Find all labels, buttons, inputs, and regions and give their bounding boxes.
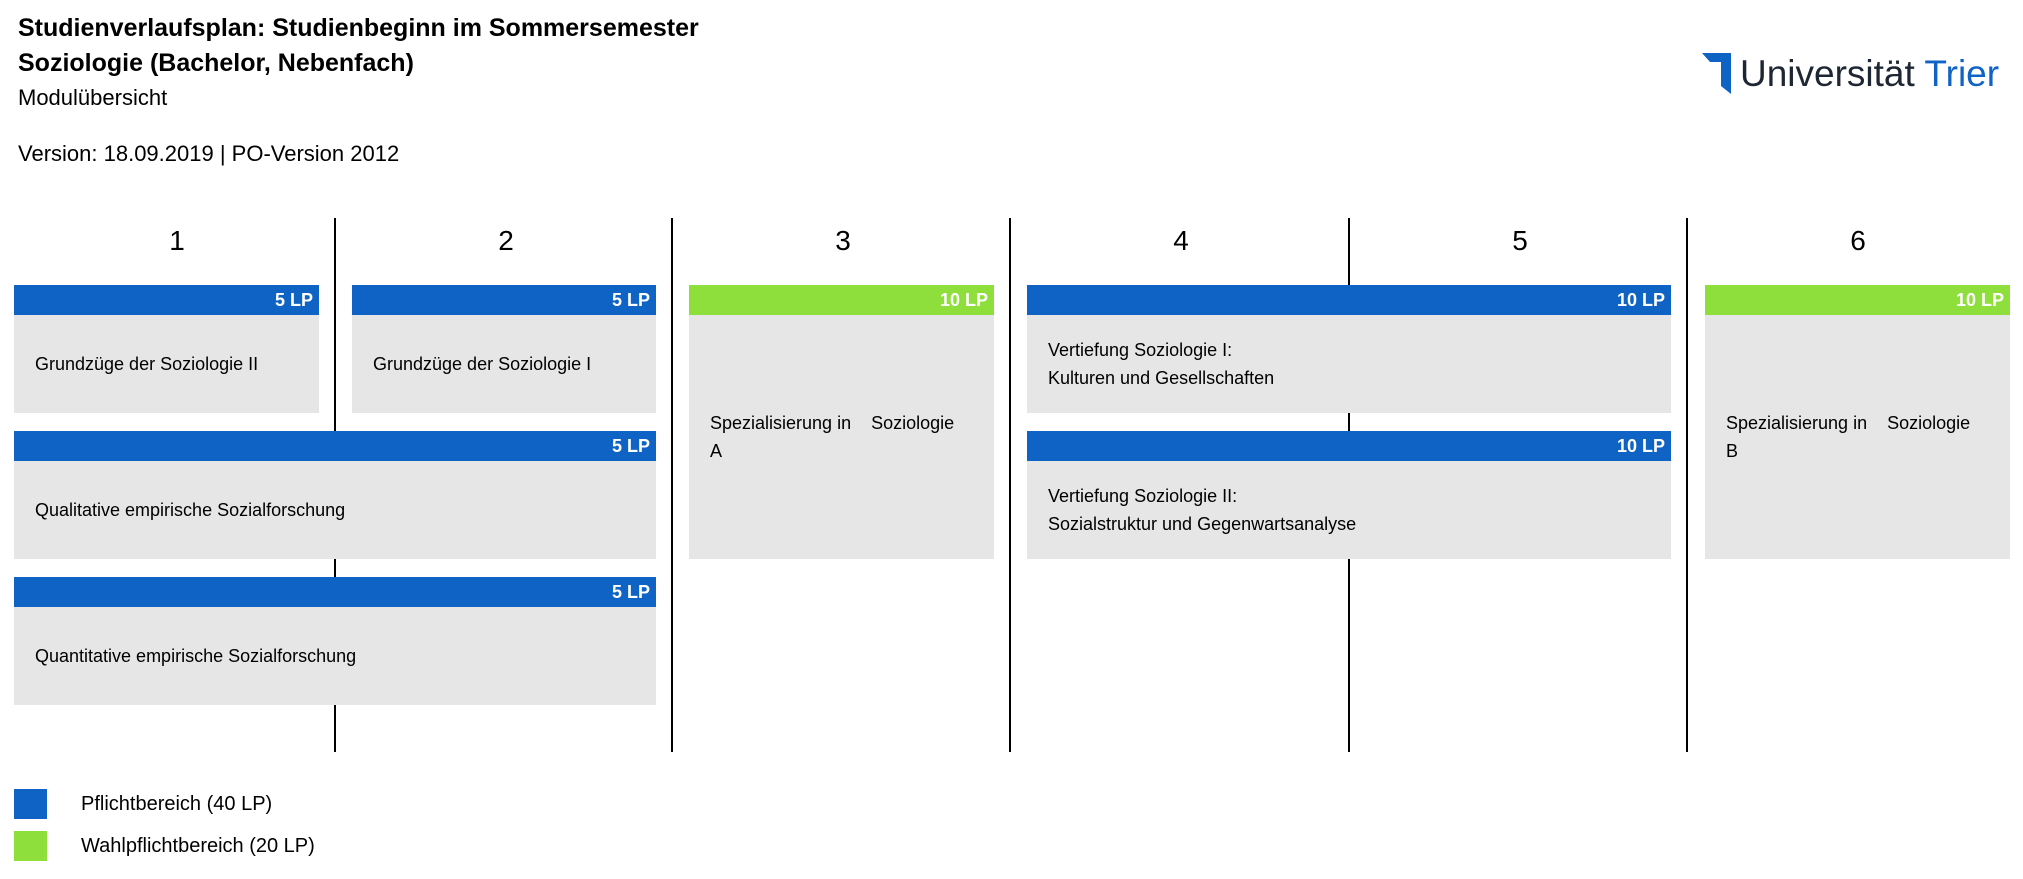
module-header-bar	[1027, 285, 1671, 315]
version-info: Version: 18.09.2019 | PO-Version 2012	[18, 141, 400, 166]
semester-divider	[1009, 218, 1011, 752]
module-header-bar	[1027, 431, 1671, 461]
module-header-bar	[352, 285, 656, 315]
module-quantitative-sozialforschung[interactable]: 5 LP Quantitative empirische Sozialforsc…	[14, 577, 656, 705]
module-title-line: Grundzüge der Soziologie II	[35, 354, 259, 374]
semester-divider	[1686, 218, 1688, 752]
module-title-line: Spezialisierung in Soziologie	[1726, 413, 1971, 433]
module-credits: 5 LP	[274, 290, 313, 310]
module-title: Grundzüge der Soziologie I	[373, 315, 642, 413]
module-credits: 10 LP	[1616, 436, 1665, 456]
module-credits: 5 LP	[611, 290, 650, 310]
module-title: Vertiefung Soziologie I: Kulturen und Ge…	[1048, 315, 1657, 413]
module-title-line: Vertiefung Soziologie I:	[1048, 340, 1233, 360]
module-credits: 10 LP	[1616, 290, 1665, 310]
module-title-line: Spezialisierung in Soziologie	[710, 413, 955, 433]
semester-2-label: 2	[498, 225, 514, 256]
module-title: Vertiefung Soziologie II: Sozialstruktur…	[1048, 461, 1657, 559]
module-grundzuege-soziologie-1[interactable]: 5 LP Grundzüge der Soziologie I	[352, 285, 656, 413]
module-header-bar	[14, 431, 656, 461]
logo-text: Universität Trier	[1740, 52, 1999, 96]
module-header-bar	[14, 577, 656, 607]
module-title-line: Quantitative empirische Sozialforschung	[35, 646, 357, 666]
legend-swatch-blue	[14, 789, 47, 819]
module-spezialisierung-a[interactable]: 10 LP Spezialisierung in Soziologie A	[689, 285, 994, 559]
module-title: Spezialisierung in Soziologie A	[710, 315, 980, 559]
module-title-line: B	[1726, 441, 1739, 461]
module-title-line: Grundzüge der Soziologie I	[373, 354, 592, 374]
legend-label: Wahlpflichtbereich (20 LP)	[81, 834, 315, 857]
module-header-bar	[14, 285, 319, 315]
semester-3-label: 3	[835, 225, 851, 256]
module-title-line: Sozialstruktur und Gegenwartsanalyse	[1048, 514, 1357, 534]
module-credits: 5 LP	[611, 436, 650, 456]
semester-6-label: 6	[1850, 225, 1866, 256]
module-title-line: Vertiefung Soziologie II:	[1048, 486, 1238, 506]
module-title-line: Qualitative empirische Sozialforschung	[35, 500, 346, 520]
module-qualitative-sozialforschung[interactable]: 5 LP Qualitative empirische Sozialforsch…	[14, 431, 656, 559]
logo-mark-icon	[1702, 53, 1731, 94]
module-title-line: A	[710, 441, 723, 461]
module-grundzuege-soziologie-2[interactable]: 5 LP Grundzüge der Soziologie II	[14, 285, 319, 413]
legend-item-wahlpflichtbereich: Wahlpflichtbereich (20 LP)	[14, 831, 315, 861]
module-title: Quantitative empirische Sozialforschung	[35, 607, 642, 705]
plan-title: Studienverlaufsplan: Studienbeginn im So…	[18, 14, 699, 42]
semester-1-label: 1	[169, 225, 185, 256]
university-logo: Universität Trier	[1702, 52, 1999, 96]
semester-4-label: 4	[1173, 225, 1189, 256]
semester-divider	[671, 218, 673, 752]
logo-text-universitaet: Universität	[1740, 53, 1915, 94]
module-title: Qualitative empirische Sozialforschung	[35, 461, 642, 559]
module-header-bar	[689, 285, 994, 315]
module-vertiefung-soziologie-1[interactable]: 10 LP Vertiefung Soziologie I: Kulturen …	[1027, 285, 1671, 413]
module-title-line: Kulturen und Gesellschaften	[1048, 368, 1275, 388]
legend-swatch-green	[14, 831, 47, 861]
module-title: Spezialisierung in Soziologie B	[1726, 315, 1996, 559]
module-header-bar	[1705, 285, 2010, 315]
module-title: Grundzüge der Soziologie II	[35, 315, 305, 413]
legend-label: Pflichtbereich (40 LP)	[81, 792, 273, 815]
semester-5-label: 5	[1512, 225, 1528, 256]
module-credits: 10 LP	[939, 290, 988, 310]
module-credits: 10 LP	[1955, 290, 2004, 310]
subtitle: Modulübersicht	[18, 85, 168, 110]
program-title: Soziologie (Bachelor, Nebenfach)	[18, 49, 414, 77]
module-spezialisierung-b[interactable]: 10 LP Spezialisierung in Soziologie B	[1705, 285, 2010, 559]
legend-item-pflichtbereich: Pflichtbereich (40 LP)	[14, 789, 272, 819]
module-credits: 5 LP	[611, 582, 650, 602]
module-vertiefung-soziologie-2[interactable]: 10 LP Vertiefung Soziologie II: Sozialst…	[1027, 431, 1671, 559]
logo-text-trier: Trier	[1924, 53, 2000, 94]
